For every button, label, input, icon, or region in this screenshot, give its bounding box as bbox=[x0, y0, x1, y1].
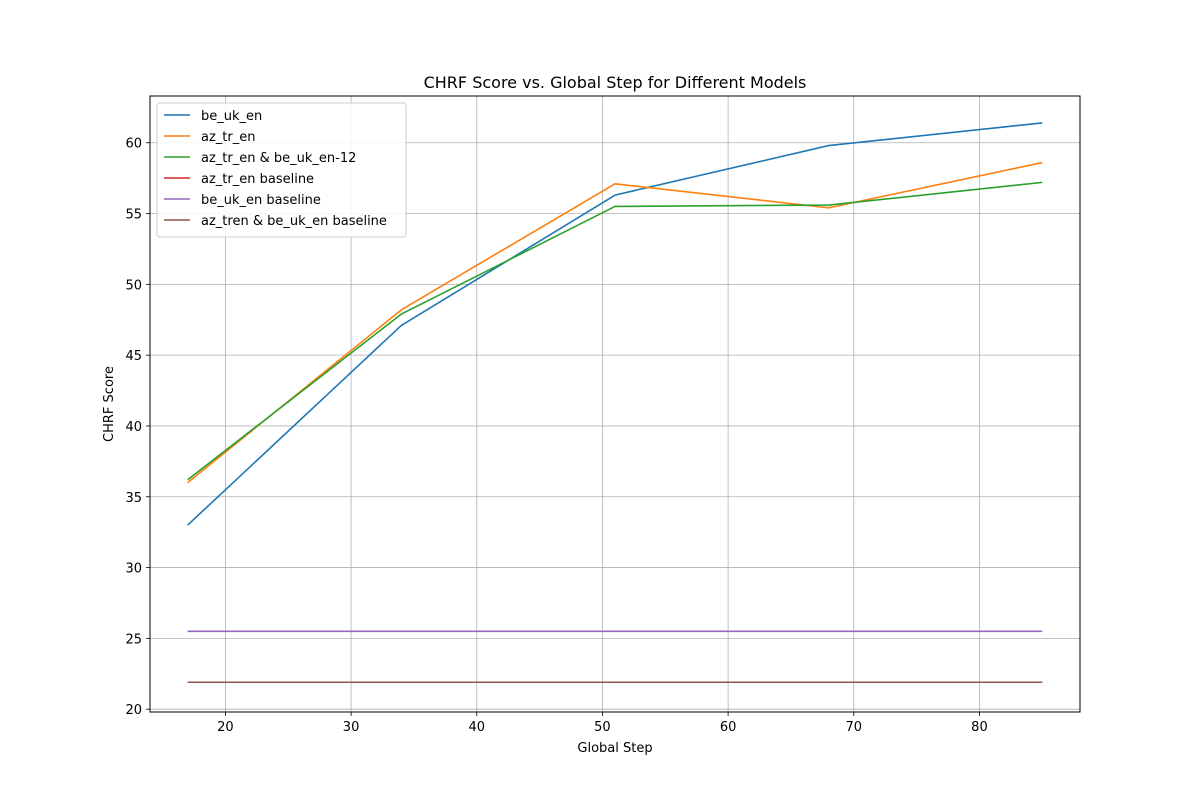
y-tick-label: 50 bbox=[125, 278, 142, 293]
series-line-be-uk-en bbox=[187, 122, 1043, 526]
x-axis: 20 30 40 50 60 70 80 bbox=[217, 712, 988, 735]
y-tick-label: 20 bbox=[125, 703, 142, 718]
x-tick-label: 50 bbox=[594, 720, 611, 735]
series-line-az-tr-en bbox=[187, 161, 1043, 484]
y-tick-label: 25 bbox=[125, 632, 142, 647]
y-axis-label: CHRF Score bbox=[102, 366, 117, 442]
x-axis-label: Global Step bbox=[577, 741, 652, 756]
plot-frame bbox=[149, 95, 1081, 713]
y-tick-label: 30 bbox=[125, 562, 142, 577]
x-tick-label: 70 bbox=[846, 720, 863, 735]
x-tick-label: 40 bbox=[468, 720, 485, 735]
legend-label: az_tr_en baseline bbox=[201, 172, 314, 187]
legend-label: az_tr_en & be_uk_en-12 bbox=[201, 151, 356, 166]
legend-label: az_tren & be_uk_en baseline bbox=[201, 214, 387, 229]
legend-label: be_uk_en bbox=[201, 109, 262, 124]
legend-box bbox=[156, 102, 407, 238]
legend-label: az_tr_en bbox=[201, 130, 255, 145]
chart-title: CHRF Score vs. Global Step for Different… bbox=[424, 73, 807, 92]
x-tick-label: 30 bbox=[343, 720, 360, 735]
x-tick-label: 20 bbox=[217, 720, 234, 735]
grid bbox=[150, 96, 1080, 712]
legend-label: be_uk_en baseline bbox=[201, 193, 321, 208]
x-tick-label: 80 bbox=[971, 720, 988, 735]
y-tick-label: 45 bbox=[125, 349, 142, 364]
x-tick-label: 60 bbox=[720, 720, 737, 735]
y-tick-label: 40 bbox=[125, 420, 142, 435]
legend: be_uk_en az_tr_en az_tr_en & be_uk_en-12az… bbox=[156, 102, 407, 238]
series-line-az-tr-en-be-uk-en-12 bbox=[187, 181, 1043, 481]
y-tick-label: 60 bbox=[125, 137, 142, 152]
y-tick-label: 55 bbox=[125, 208, 142, 223]
y-axis: 20 25 30 35 40 45 50 55 60 bbox=[125, 137, 150, 718]
y-tick-label: 35 bbox=[125, 491, 142, 506]
series-layer bbox=[187, 122, 1043, 684]
